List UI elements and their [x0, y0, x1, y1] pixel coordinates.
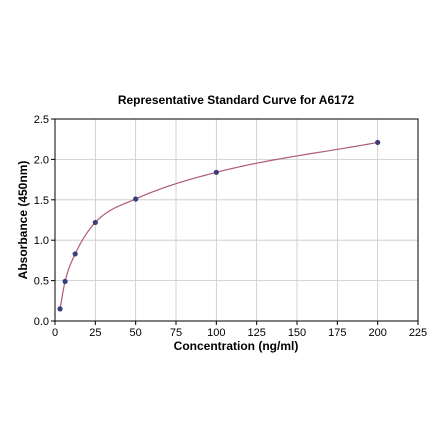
data-point — [57, 306, 63, 312]
fitted-curve — [59, 141, 378, 309]
x-tick-label: 225 — [409, 327, 427, 339]
y-tick-label: 0.5 — [34, 276, 49, 288]
x-tick-label: 125 — [247, 327, 265, 339]
x-tick-label: 75 — [170, 327, 182, 339]
y-tick-label: 2.5 — [34, 114, 49, 126]
x-tick-label: 50 — [130, 327, 142, 339]
data-point — [213, 169, 219, 175]
y-axis-label: Absorbance (450nm) — [16, 161, 30, 280]
x-axis-ticks: 0 25 50 75 100 125 150 175 200 225 — [52, 321, 427, 339]
data-point — [62, 278, 68, 285]
data-point — [92, 219, 98, 226]
x-tick-label: 175 — [328, 327, 346, 339]
chart-title: Representative Standard Curve for A6172 — [118, 93, 355, 107]
x-tick-label: 100 — [207, 327, 225, 339]
x-tick-label: 25 — [89, 327, 101, 339]
data-point — [72, 251, 78, 257]
y-axis-ticks: 0.0 0.5 1.0 1.5 2.0 2.5 — [34, 114, 55, 328]
x-tick-label: 150 — [288, 327, 306, 339]
x-tick-label: 200 — [368, 327, 386, 339]
x-axis-label: Concentration (ng/ml) — [174, 339, 299, 353]
data-points — [57, 139, 381, 312]
plot-area-frame — [54, 118, 419, 322]
y-tick-label: 0.0 — [34, 316, 49, 328]
y-tick-label: 1.5 — [34, 195, 49, 207]
data-point — [375, 139, 381, 146]
data-point — [133, 196, 139, 202]
y-tick-label: 2.0 — [34, 154, 49, 166]
y-tick-label: 1.0 — [34, 235, 49, 247]
grid-lines — [54, 118, 419, 322]
x-tick-label: 0 — [52, 327, 58, 339]
